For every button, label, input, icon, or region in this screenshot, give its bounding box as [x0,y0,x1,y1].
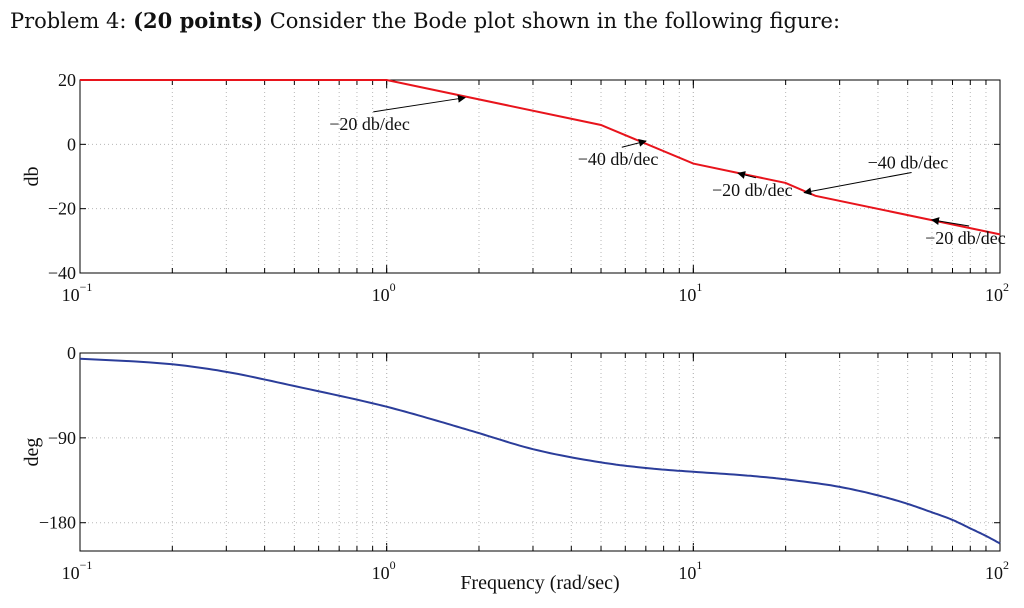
x-tick-label: 102 [985,558,1009,583]
x-tick-label: 101 [678,558,702,583]
problem-points: (20 points) [133,8,263,33]
x-tick-label: 10−1 [62,280,93,305]
phase-xlabel: Frequency (rad/sec) [460,572,619,594]
y-tick-label: −90 [48,428,76,448]
annotation-arrow [803,171,912,196]
phase-panel: 0 −90 −180 10−1 100 101 102 deg Frequency (rad/s… [21,343,1009,594]
annotation-arrow [621,138,647,148]
y-tick-label: 20 [58,70,76,90]
annotation-arrow [737,171,757,179]
magnitude-ylabel: db [21,167,43,187]
problem-statement: Problem 4: (20 points) Consider the Bode… [10,8,840,33]
annotation-arrow [930,217,970,227]
axes-frame [79,79,1001,274]
magnitude-series-line [80,79,1001,236]
x-tick-label: 101 [678,280,702,305]
x-tick-label: 100 [372,558,396,583]
slope-annotation: −20 db/dec [925,228,1006,248]
phase-series-line [79,357,1001,545]
axes-frame [79,352,1001,552]
phase-ylabel: deg [21,438,43,467]
slope-annotation: −20 db/dec [329,114,410,134]
y-tick-label: −20 [48,199,76,219]
x-tick-label: 102 [985,280,1009,305]
annotation-arrow [373,94,466,113]
x-tick-label: 100 [372,280,396,305]
y-tick-label: −180 [39,513,76,533]
x-tick-label: 10−1 [62,558,93,583]
slope-annotation: −40 db/dec [578,149,659,169]
y-tick-label: −40 [48,263,76,283]
y-tick-label: 0 [67,134,76,154]
y-tick-label: 0 [67,343,76,363]
problem-description: Consider the Bode plot shown in the foll… [269,9,841,33]
problem-number: Problem 4: [10,9,127,33]
slope-annotation: −20 db/dec [712,180,793,200]
slope-annotation: −40 db/dec [868,152,949,172]
